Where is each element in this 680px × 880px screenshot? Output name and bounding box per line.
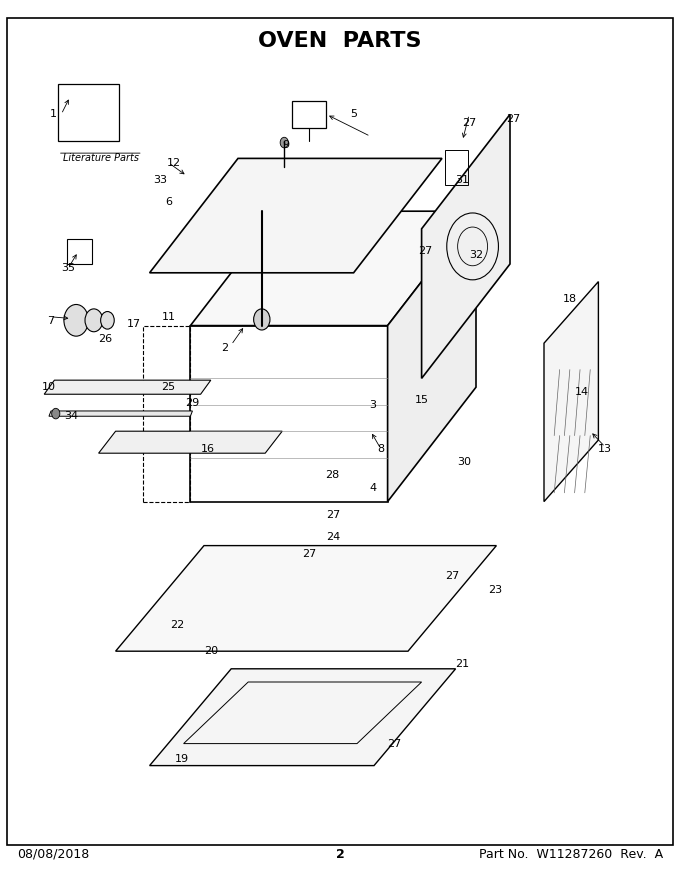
- Text: 32: 32: [469, 250, 483, 260]
- Bar: [445, 150, 468, 185]
- Text: 27: 27: [388, 738, 401, 749]
- Text: 5: 5: [350, 109, 357, 120]
- Text: 8: 8: [377, 444, 384, 454]
- Polygon shape: [150, 669, 456, 766]
- Text: Literature Parts: Literature Parts: [63, 153, 139, 163]
- Polygon shape: [116, 546, 496, 651]
- Text: 21: 21: [456, 659, 469, 670]
- Text: 27: 27: [326, 510, 340, 520]
- Polygon shape: [150, 158, 442, 273]
- Circle shape: [254, 309, 270, 330]
- Text: 2: 2: [221, 342, 228, 353]
- Text: 27: 27: [418, 246, 432, 256]
- Polygon shape: [544, 282, 598, 502]
- Polygon shape: [49, 411, 192, 416]
- Text: 24: 24: [326, 532, 340, 542]
- Text: 30: 30: [457, 457, 471, 467]
- Text: 31: 31: [456, 175, 469, 186]
- Polygon shape: [388, 211, 476, 502]
- Text: 15: 15: [415, 395, 428, 406]
- Text: OVEN  PARTS: OVEN PARTS: [258, 31, 422, 51]
- Circle shape: [85, 309, 103, 332]
- Polygon shape: [44, 380, 211, 394]
- Bar: [58, 84, 119, 141]
- Text: 20: 20: [204, 646, 218, 656]
- Bar: [67, 239, 92, 264]
- Text: 14: 14: [575, 386, 588, 397]
- Text: 27: 27: [303, 549, 316, 560]
- Text: 29: 29: [185, 398, 199, 408]
- Circle shape: [52, 408, 60, 419]
- Text: 22: 22: [170, 620, 184, 630]
- Text: 27: 27: [445, 571, 459, 582]
- Text: 23: 23: [488, 584, 502, 595]
- Text: 18: 18: [563, 294, 577, 304]
- Text: 27: 27: [462, 118, 476, 128]
- Polygon shape: [99, 431, 282, 453]
- Bar: [190, 326, 388, 502]
- Bar: [292, 101, 326, 128]
- Text: 19: 19: [175, 753, 189, 764]
- Circle shape: [101, 312, 114, 329]
- Text: 27: 27: [507, 114, 520, 124]
- Polygon shape: [190, 211, 476, 326]
- Text: 2: 2: [336, 847, 344, 861]
- Text: 25: 25: [162, 382, 175, 392]
- Bar: [143, 326, 190, 502]
- Text: 28: 28: [325, 470, 339, 480]
- Text: 08/08/2018: 08/08/2018: [17, 847, 89, 861]
- Text: 3: 3: [369, 400, 376, 410]
- Text: 34: 34: [65, 411, 78, 422]
- Text: 11: 11: [162, 312, 175, 322]
- Circle shape: [280, 137, 288, 148]
- Text: 13: 13: [598, 444, 612, 454]
- Text: 16: 16: [201, 444, 214, 454]
- Text: 4: 4: [369, 483, 376, 494]
- Circle shape: [64, 304, 88, 336]
- Text: 1: 1: [50, 109, 56, 120]
- Text: 6: 6: [165, 197, 172, 208]
- Text: 33: 33: [153, 175, 167, 186]
- Text: 26: 26: [99, 334, 112, 344]
- Text: 10: 10: [42, 382, 56, 392]
- Polygon shape: [422, 114, 510, 378]
- Text: 35: 35: [61, 263, 75, 274]
- Text: 12: 12: [167, 158, 180, 168]
- Text: 9: 9: [282, 140, 289, 150]
- Text: 7: 7: [48, 316, 54, 326]
- Text: Part No.  W11287260  Rev.  A: Part No. W11287260 Rev. A: [479, 847, 663, 861]
- Text: 17: 17: [127, 319, 141, 329]
